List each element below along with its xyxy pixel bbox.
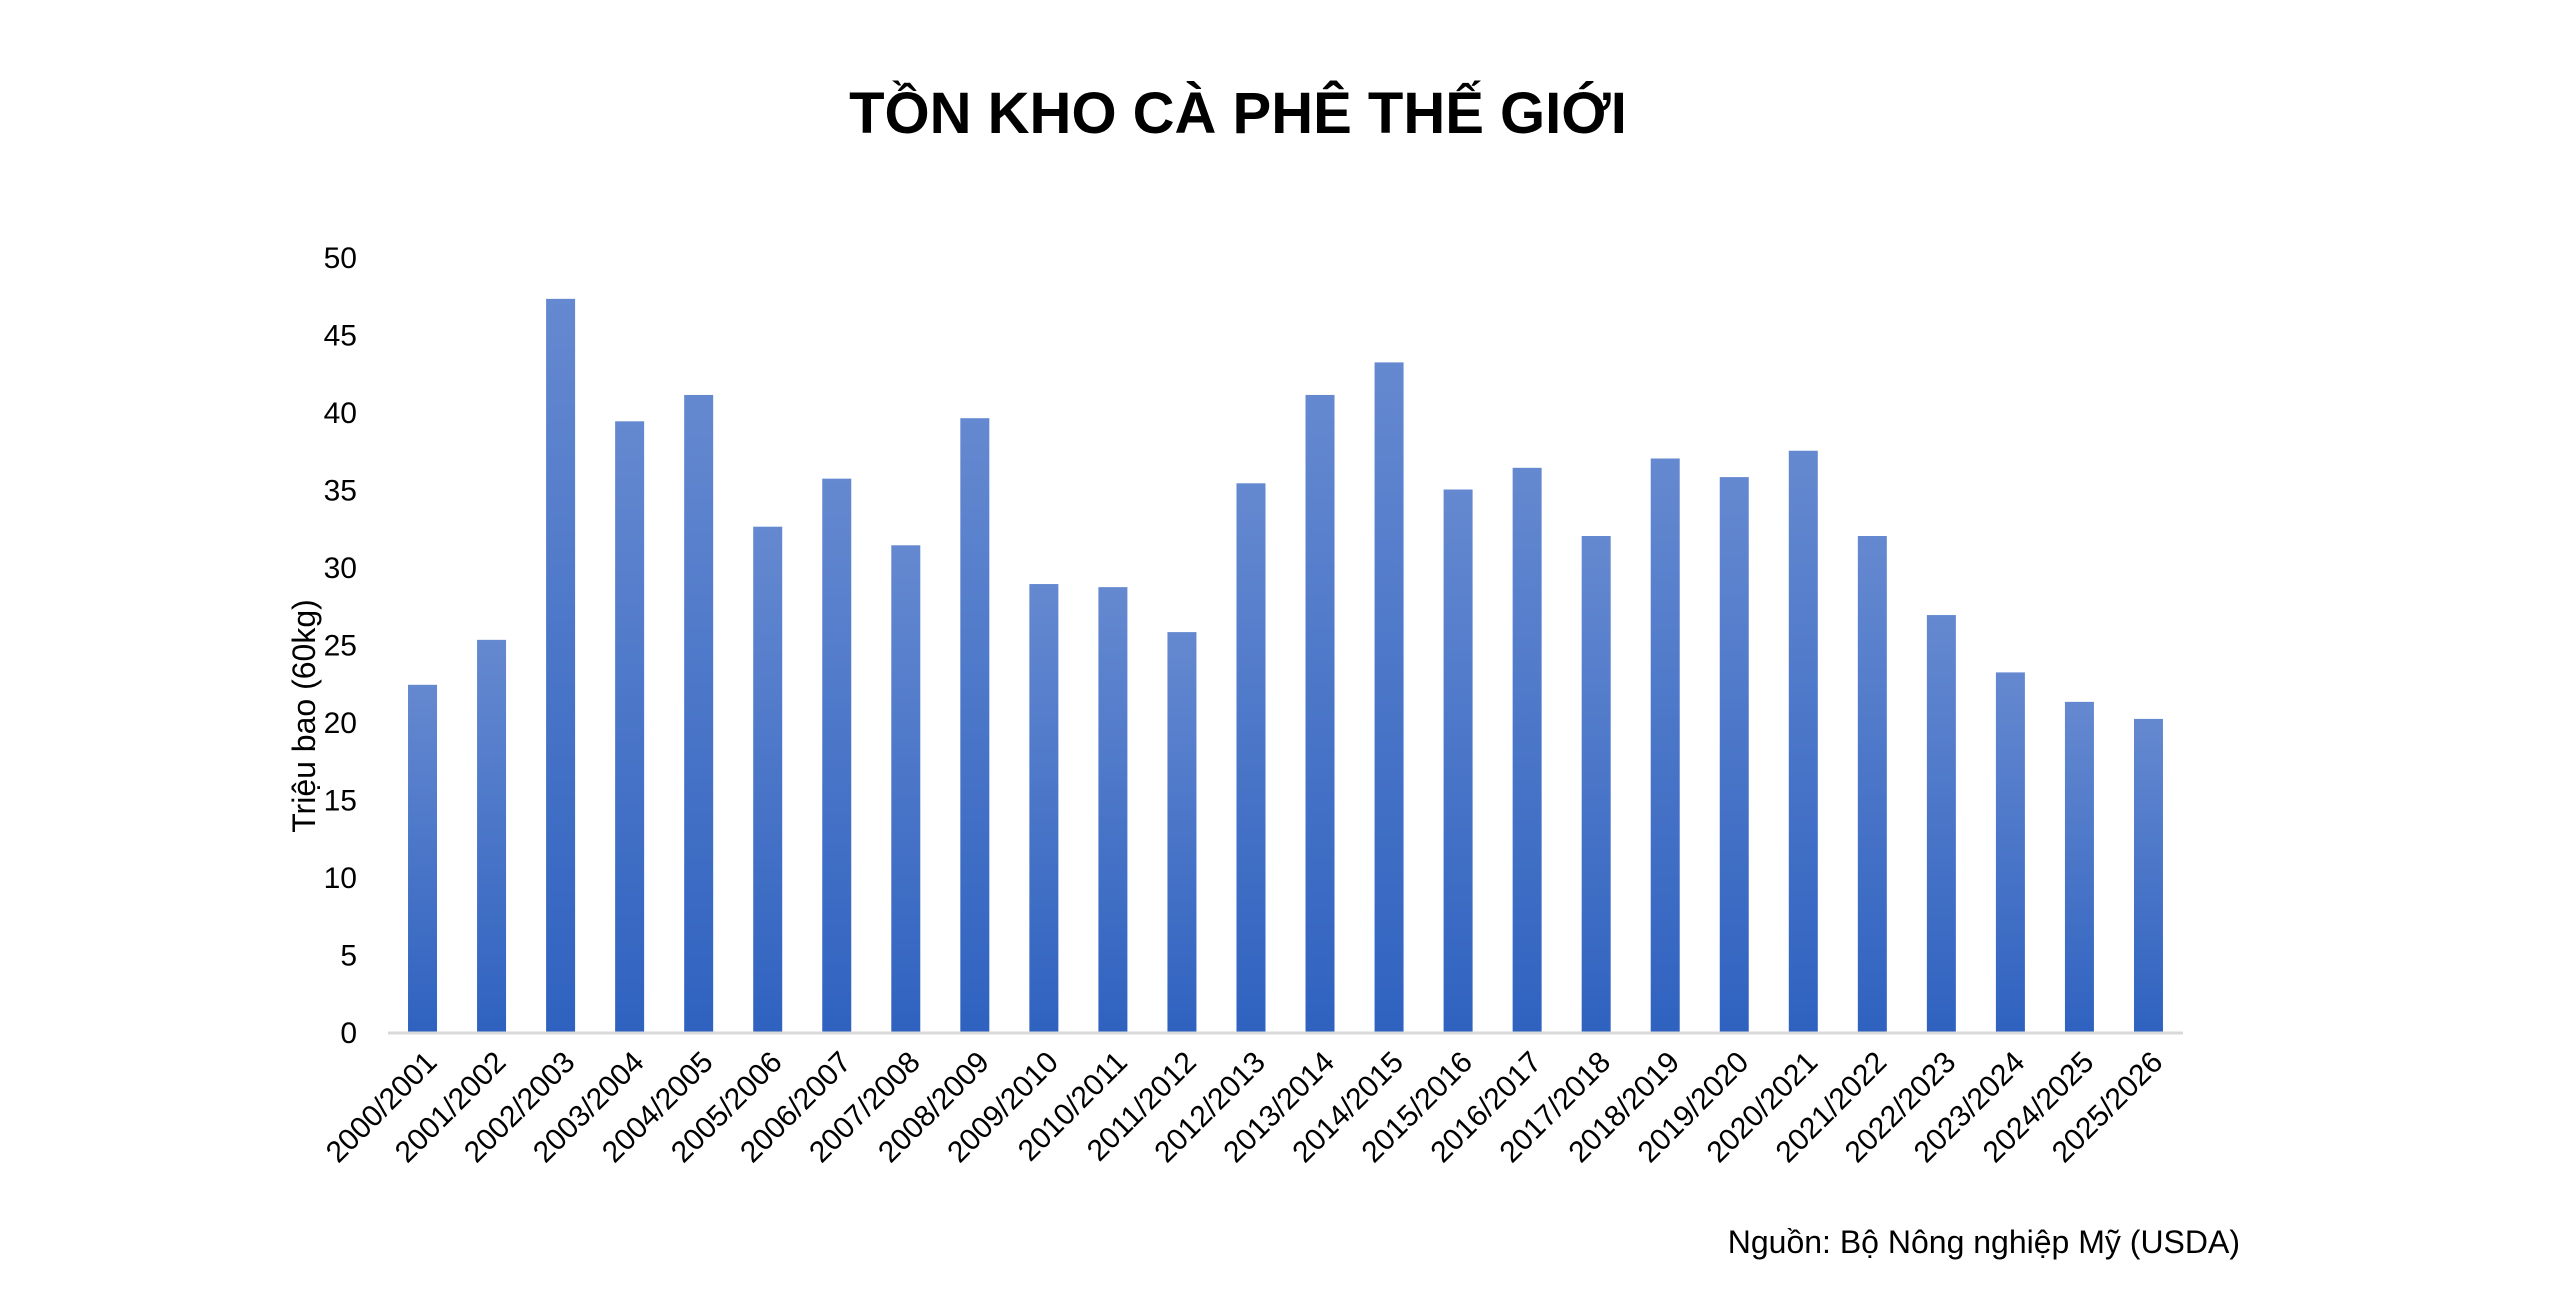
bar — [1029, 584, 1059, 1032]
y-tick-label: 15 — [324, 785, 357, 818]
y-tick-label: 30 — [324, 552, 357, 585]
bar — [2064, 701, 2094, 1032]
bar — [546, 298, 576, 1033]
bar — [1098, 587, 1128, 1032]
bar — [1581, 536, 1611, 1032]
y-tick-label: 40 — [324, 397, 357, 430]
bars — [408, 298, 2163, 1033]
bar — [1236, 483, 1266, 1032]
chart-title: TỒN KHO CÀ PHÊ THẾ GIỚI — [849, 81, 1627, 146]
bar — [753, 526, 783, 1032]
bar — [1512, 467, 1542, 1032]
y-tick-label: 20 — [324, 707, 357, 740]
y-tick-label: 50 — [324, 242, 357, 275]
y-tick-label: 10 — [324, 862, 357, 895]
bar — [891, 545, 921, 1032]
bar — [1995, 672, 2025, 1032]
bar — [1167, 632, 1197, 1032]
bar — [684, 394, 714, 1032]
y-tick-label: 35 — [324, 475, 357, 508]
bar — [408, 684, 438, 1032]
source-note: Nguồn: Bộ Nông nghiệp Mỹ (USDA) — [1728, 1224, 2240, 1260]
y-tick-label: 0 — [340, 1017, 357, 1050]
y-tick-label: 45 — [324, 320, 357, 353]
bar — [1374, 362, 1404, 1032]
bar — [1719, 477, 1749, 1033]
y-tick-label: 5 — [340, 940, 357, 973]
y-axis-ticks: 0 5 10 15 20 25 30 35 40 45 50 — [324, 242, 357, 1050]
bar — [1788, 450, 1818, 1032]
y-axis-label: Triệu bao (60kg) — [286, 599, 322, 833]
bar — [960, 418, 990, 1032]
bar — [615, 421, 645, 1032]
bar — [477, 639, 507, 1032]
bar — [1926, 615, 1956, 1032]
bar — [1443, 489, 1473, 1032]
bar — [1650, 458, 1680, 1032]
bar — [1857, 536, 1887, 1032]
bar — [822, 478, 852, 1032]
x-axis-labels: 2000/20012001/20022002/20032003/20042004… — [320, 1046, 2170, 1170]
bar — [2133, 718, 2163, 1032]
y-tick-label: 25 — [324, 630, 357, 663]
bar — [1305, 394, 1335, 1032]
